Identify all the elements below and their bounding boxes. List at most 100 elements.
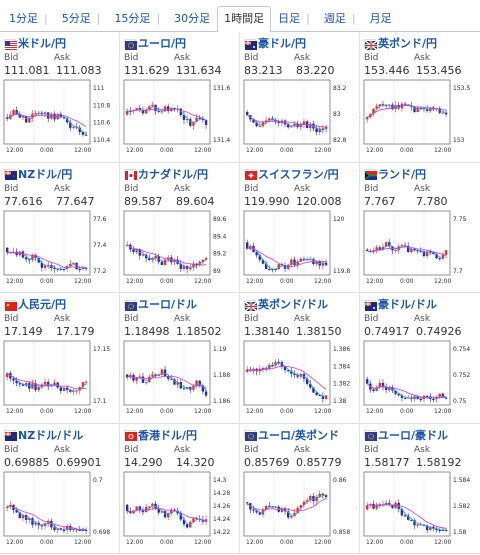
bid-value: 17.149 — [4, 325, 43, 338]
quote-card[interactable]: ユーロ/ドル Bid Ask 1.18498 1.18502 1.19 1.188 1.186… — [120, 293, 240, 424]
y-tick-label: 89.4 — [213, 233, 227, 240]
candle-body — [324, 126, 328, 130]
candle-body — [403, 514, 407, 516]
quote-card[interactable]: ユーロ/豪ドル Bid Ask 1.58177 1.58192 1.584 1.582 1.5… — [360, 424, 480, 554]
tab-7[interactable]: 週足 | — [317, 6, 363, 32]
mini-chart[interactable]: 153.5 153 12:00 0:00 12:00 — [360, 78, 479, 156]
tab-label: 1時間足 — [224, 12, 265, 25]
candle-body — [400, 244, 404, 246]
quote-card[interactable]: 英ポンド/ドル Bid Ask 1.38140 1.38150 1.386 1.384 1.3… — [240, 293, 360, 424]
pair-title[interactable]: ユーロ/英ポンド — [244, 428, 359, 442]
quote-card[interactable]: NZドル/円 Bid Ask 77.616 77.647 77.6 77.4 77.2 12:0… — [0, 162, 120, 293]
pair-title[interactable]: 英ポンド/円 — [364, 36, 480, 51]
mini-chart[interactable]: 111 110.8 110.6 110.4 12:00 0:00 12:00 — [0, 78, 119, 156]
candle-body — [246, 241, 249, 249]
candle-body — [293, 123, 296, 127]
pair-name: 豪ドル/円 — [258, 37, 307, 50]
mini-chart[interactable]: 0.754 0.752 0.75 12:00 0:00 12:00 — [360, 339, 479, 417]
candle-body — [246, 111, 249, 116]
candle-body — [378, 503, 382, 505]
mini-chart[interactable]: 1.584 1.582 1.58 12:00 0:00 12:00 — [360, 470, 479, 548]
pair-title[interactable]: ユーロ/ドル — [124, 297, 239, 311]
tab-6[interactable]: 日足 | — [271, 6, 317, 32]
candle-body — [419, 250, 423, 252]
mini-chart[interactable]: 89.6 89.4 89.2 89 12:00 0:00 12:00 — [120, 209, 239, 287]
quote-card[interactable]: ランド/円 Bid Ask 7.767 7.780 7.75 7.7 12:00 0:00 12:… — [360, 163, 480, 293]
candle-body — [255, 122, 258, 127]
price-labels: Bid Ask — [4, 53, 119, 64]
candle-body — [318, 128, 321, 133]
pair-title[interactable]: ユーロ/円 — [124, 36, 239, 50]
ma-short-line — [6, 372, 87, 392]
tab-2[interactable]: 5分足 | — [55, 6, 108, 32]
candle-body — [394, 390, 397, 394]
candle-body — [435, 253, 438, 258]
mini-chart[interactable]: 7.75 7.7 12:00 0:00 12:00 — [360, 209, 479, 287]
tab-1[interactable]: 1分足 | — [2, 6, 55, 32]
candle-body — [37, 257, 40, 263]
pair-title[interactable]: カナダドル/円 — [124, 167, 239, 181]
candle-body — [299, 258, 303, 261]
mini-chart[interactable]: 131.6 131.4 12:00 0:00 12:00 — [120, 78, 239, 156]
ma-long-line — [7, 504, 87, 530]
y-tick-label: 0.75 — [453, 398, 467, 405]
quote-card[interactable]: 香港ドル/円 Bid Ask 14.290 14.320 14.3 14.28 14.26 14… — [120, 423, 240, 554]
tab-4[interactable]: 30分足 — [167, 6, 217, 32]
price-values: 77.616 77.647 — [4, 195, 119, 209]
ma-long-line — [367, 503, 447, 529]
mini-chart[interactable]: 83.2 83 82.8 12:00 0:00 12:00 — [240, 78, 359, 156]
quote-card[interactable]: ユーロ/円 Bid Ask 131.629 131.634 131.6 131.4 12:00… — [120, 32, 240, 163]
candle-body — [407, 245, 410, 252]
quote-card[interactable]: 英ポンド/円 Bid Ask 153.446 153.456 153.5 153 12:00 0… — [360, 32, 480, 163]
quote-card[interactable]: ユーロ/英ポンド Bid Ask 0.85769 0.85779 0.86 0.858 12:… — [240, 423, 360, 554]
quote-card[interactable]: 人民元/円 Bid Ask 17.149 17.179 17.15 17.1 12:00 0:0… — [0, 293, 120, 424]
quote-card[interactable]: 豪ドル/円 Bid Ask 83.213 83.220 83.2 83 82.8 12:00 0:… — [240, 32, 360, 163]
bid-label: Bid — [124, 444, 139, 455]
mini-chart[interactable]: 1.386 1.384 1.382 1.38 12:00 0:00 12:00 — [240, 339, 359, 417]
candle-body — [195, 380, 198, 386]
pair-title[interactable]: 香港ドル/円 — [124, 428, 239, 442]
quote-card[interactable]: NZドル/ドル Bid Ask 0.69885 0.69901 0.7 0.698 12:00… — [0, 423, 120, 554]
mini-chart[interactable]: 1.19 1.188 1.186 12:00 0:00 12:00 — [120, 339, 239, 417]
tab-5[interactable]: 1時間足 — [217, 6, 272, 32]
tab-3[interactable]: 15分足 | — [107, 6, 167, 32]
candle-body — [204, 391, 208, 396]
mini-chart[interactable]: 0.86 0.858 12:00 0:00 12:00 — [240, 470, 359, 548]
pair-name: 香港ドル/円 — [138, 428, 198, 442]
pair-title[interactable]: ユーロ/豪ドル — [364, 428, 480, 442]
candle-body — [62, 387, 66, 391]
pair-title[interactable]: ランド/円 — [364, 167, 480, 181]
candle-body — [321, 262, 325, 266]
tab-8[interactable]: 月足 — [363, 6, 399, 32]
pair-title[interactable]: 英ポンド/ドル — [244, 297, 359, 312]
candle-body — [312, 495, 315, 501]
pair-title[interactable]: スイスフラン/円 — [244, 167, 359, 181]
mini-chart[interactable]: 17.15 17.1 12:00 0:00 12:00 — [0, 339, 119, 417]
pair-title[interactable]: 米ドル/円 — [4, 36, 119, 50]
plot-frame — [3, 79, 91, 145]
ask-value: 1.18502 — [176, 325, 222, 338]
pair-title[interactable]: 人民元/円 — [4, 297, 119, 311]
mini-chart[interactable]: 14.3 14.28 14.26 14.24 14.22 12:00 0:00 12:00 — [120, 470, 239, 548]
candle-body — [264, 263, 268, 269]
candle-body — [416, 524, 419, 526]
mini-chart[interactable]: 120 119.8 12:00 0:00 12:00 — [240, 209, 359, 287]
pair-title[interactable]: NZドル/ドル — [4, 428, 119, 442]
candle-body — [372, 389, 375, 391]
candle-body — [324, 262, 328, 265]
mini-chart[interactable]: 77.6 77.4 77.2 12:00 0:00 12:00 — [0, 209, 119, 287]
mini-chart[interactable]: 0.7 0.698 12:00 0:00 12:00 — [0, 470, 119, 548]
candle-body — [138, 505, 142, 510]
ask-value: 1.38150 — [296, 325, 342, 338]
quote-card[interactable]: スイスフラン/円 Bid Ask 119.990 120.008 120 119.8 12:0… — [240, 162, 360, 293]
candle-body — [170, 108, 173, 111]
quote-card[interactable]: 豪ドル/ドル Bid Ask 0.74917 0.74926 0.754 0.752 0.75… — [360, 293, 480, 424]
pair-title[interactable]: NZドル/円 — [4, 167, 119, 181]
pair-title[interactable]: 豪ドル/円 — [244, 36, 359, 50]
bid-label: Bid — [364, 444, 379, 455]
candle-body — [151, 374, 154, 377]
quote-card[interactable]: 米ドル/円 Bid Ask 111.081 111.083 111 110.8 110.6 11… — [0, 32, 120, 163]
pair-title[interactable]: 豪ドル/ドル — [364, 297, 480, 311]
quote-card[interactable]: カナダドル/円 Bid Ask 89.587 89.604 89.6 89.4 89.2 89 1… — [120, 162, 240, 293]
price-values: 17.149 17.179 — [4, 325, 119, 339]
